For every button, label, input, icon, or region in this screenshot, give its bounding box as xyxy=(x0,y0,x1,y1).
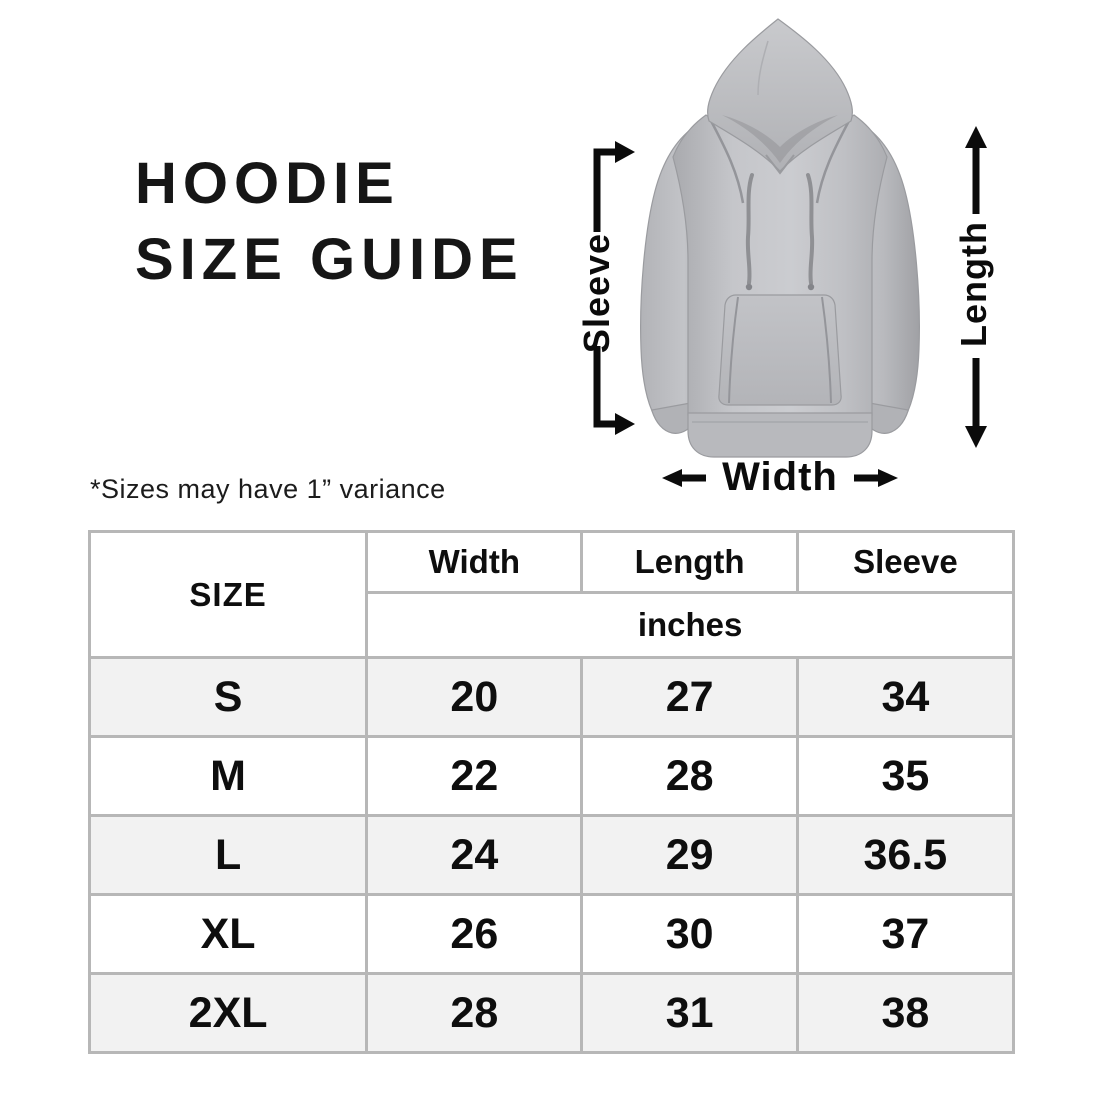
cell-length: 27 xyxy=(580,656,799,738)
hoodie-photo xyxy=(640,18,920,458)
table-header-row: SIZE Width Length Sleeve xyxy=(87,530,1016,659)
cell-width: 28 xyxy=(365,972,584,1054)
length-axis-label: Length xyxy=(953,221,994,347)
cell-sleeve: 35 xyxy=(795,735,1016,817)
length-measure-arrow xyxy=(965,126,987,448)
width-axis-label: Width xyxy=(722,455,838,499)
table-header-size: SIZE xyxy=(87,530,369,659)
cell-size: M xyxy=(87,735,369,817)
table-header-width: Width xyxy=(365,530,584,594)
sleeve-axis-label: Sleeve xyxy=(576,232,617,354)
cell-width: 22 xyxy=(365,735,584,817)
cell-width: 20 xyxy=(365,656,584,738)
hoodie-hem-band xyxy=(687,412,873,458)
cell-length: 29 xyxy=(580,814,799,896)
sleeve-measure-arrow xyxy=(593,141,635,435)
variance-note: *Sizes may have 1” variance xyxy=(90,474,446,504)
table-row-l: L 24 29 36.5 xyxy=(87,814,1016,896)
cell-length: 30 xyxy=(580,893,799,975)
hoodie-drawstrings xyxy=(745,173,815,285)
hoodie-hood xyxy=(707,18,853,172)
table-unit-label: inches xyxy=(365,591,1015,659)
hoodie-neck-seam xyxy=(765,154,795,175)
table-header-length: Length xyxy=(580,530,799,594)
drawstring-aglet-right xyxy=(807,283,815,291)
arrow-left-icon xyxy=(662,468,707,487)
page-title-line1: HOODIE xyxy=(135,151,400,216)
page-title-line2: SIZE GUIDE xyxy=(135,227,524,292)
table-row-xl: XL 26 30 37 xyxy=(87,893,1016,975)
table-row-m: M 22 28 35 xyxy=(87,735,1016,817)
arrow-right-icon xyxy=(853,468,898,487)
drawstring-aglet-left xyxy=(745,283,753,291)
table-header-sleeve: Sleeve xyxy=(795,530,1016,594)
cell-sleeve: 36.5 xyxy=(795,814,1016,896)
cell-width: 26 xyxy=(365,893,584,975)
hoodie-raglan-seam-left xyxy=(708,118,745,204)
cell-sleeve: 34 xyxy=(795,656,1016,738)
cell-size: XL xyxy=(87,893,369,975)
cell-size: S xyxy=(87,656,369,738)
table-row-s: S 20 27 34 xyxy=(87,656,1016,738)
page-title: HOODIE SIZE GUIDE xyxy=(135,146,524,298)
cell-width: 24 xyxy=(365,814,584,896)
table-row-2xl: 2XL 28 31 38 xyxy=(87,972,1016,1054)
cell-sleeve: 37 xyxy=(795,893,1016,975)
table-unit-row: inches xyxy=(90,591,1015,659)
hoodie-raglan-seam-right xyxy=(815,118,852,204)
size-table: SIZE Width Length Sleeve inches S 20 27 … xyxy=(87,530,1016,1054)
cell-sleeve: 38 xyxy=(795,972,1016,1054)
hoodie-pocket xyxy=(718,294,842,406)
cell-length: 28 xyxy=(580,735,799,817)
cell-size: 2XL xyxy=(87,972,369,1054)
width-measure-label: Width xyxy=(600,455,960,500)
cell-length: 31 xyxy=(580,972,799,1054)
cell-size: L xyxy=(87,814,369,896)
